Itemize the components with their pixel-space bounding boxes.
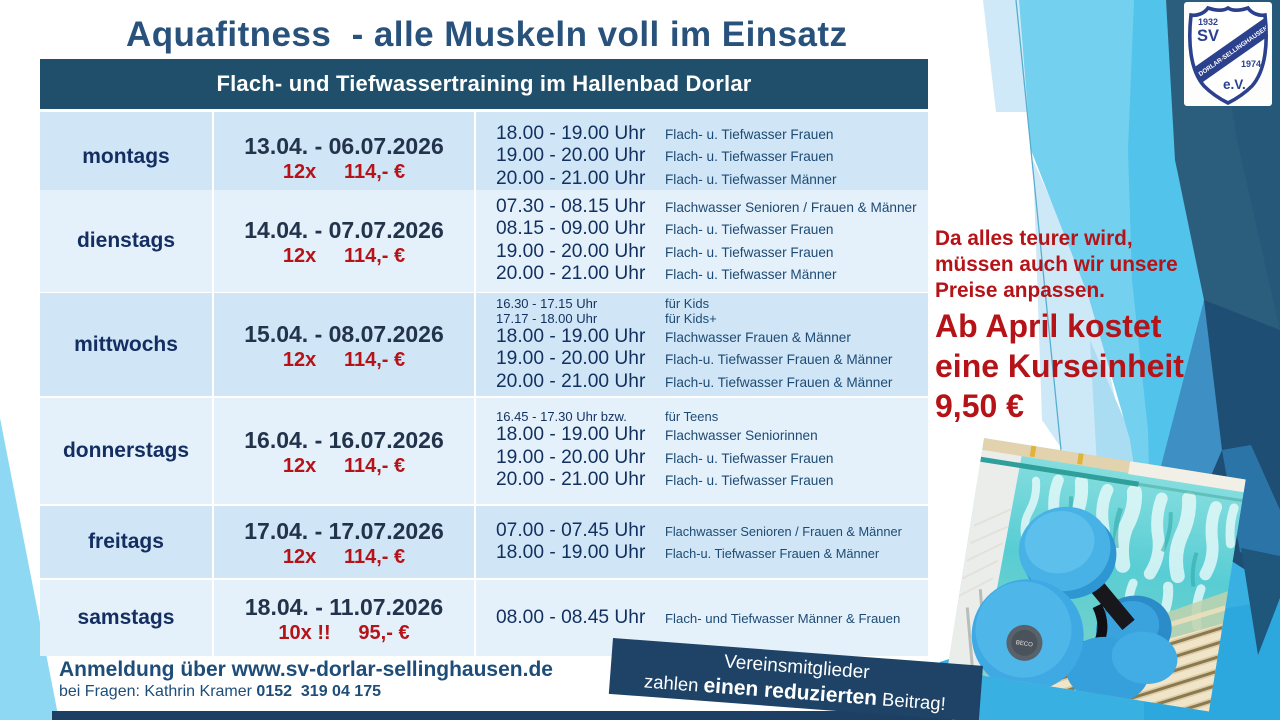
svg-text:1932: 1932 xyxy=(1198,17,1218,27)
svg-text:BECO: BECO xyxy=(1015,640,1033,649)
svg-text:1974: 1974 xyxy=(1241,59,1261,69)
svg-text:SV: SV xyxy=(1197,27,1219,45)
svg-text:e.V.: e.V. xyxy=(1223,77,1246,92)
